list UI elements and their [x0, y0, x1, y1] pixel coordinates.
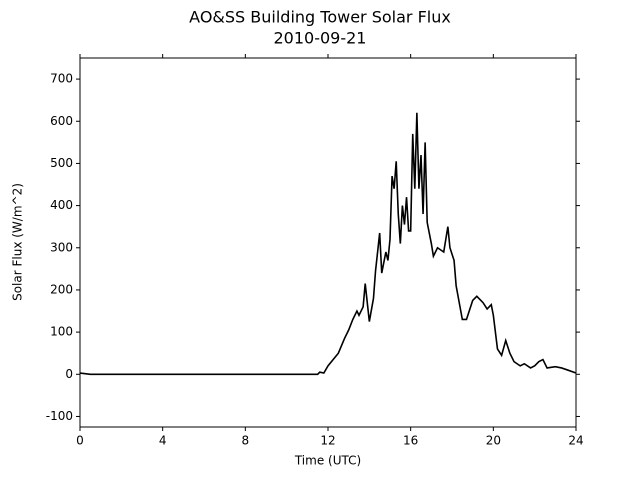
x-axis-label: Time (UTC) [294, 454, 361, 468]
chart-title: AO&SS Building Tower Solar Flux [189, 8, 451, 27]
y-tick-label: 0 [65, 367, 73, 381]
x-tick-label: 8 [242, 434, 250, 448]
x-tick-label: 12 [320, 434, 335, 448]
x-tick-label: 24 [568, 434, 583, 448]
x-tick-label: 0 [76, 434, 84, 448]
data-line [79, 112, 577, 376]
y-tick-label: -100 [46, 409, 73, 423]
y-tick-label: 400 [50, 198, 73, 212]
y-tick-label: 500 [50, 156, 73, 170]
y-tick-label: 700 [50, 72, 73, 86]
chart-subtitle: 2010-09-21 [274, 29, 367, 48]
x-tick-label: 16 [403, 434, 418, 448]
y-tick-label: 600 [50, 114, 73, 128]
x-tick-label: 20 [486, 434, 501, 448]
y-tick-label: 100 [50, 325, 73, 339]
x-tick-label: 4 [159, 434, 167, 448]
y-tick-label: 200 [50, 282, 73, 296]
y-tick-label: 300 [50, 240, 73, 254]
y-axis-label: Solar Flux (W/m^2) [11, 183, 25, 301]
